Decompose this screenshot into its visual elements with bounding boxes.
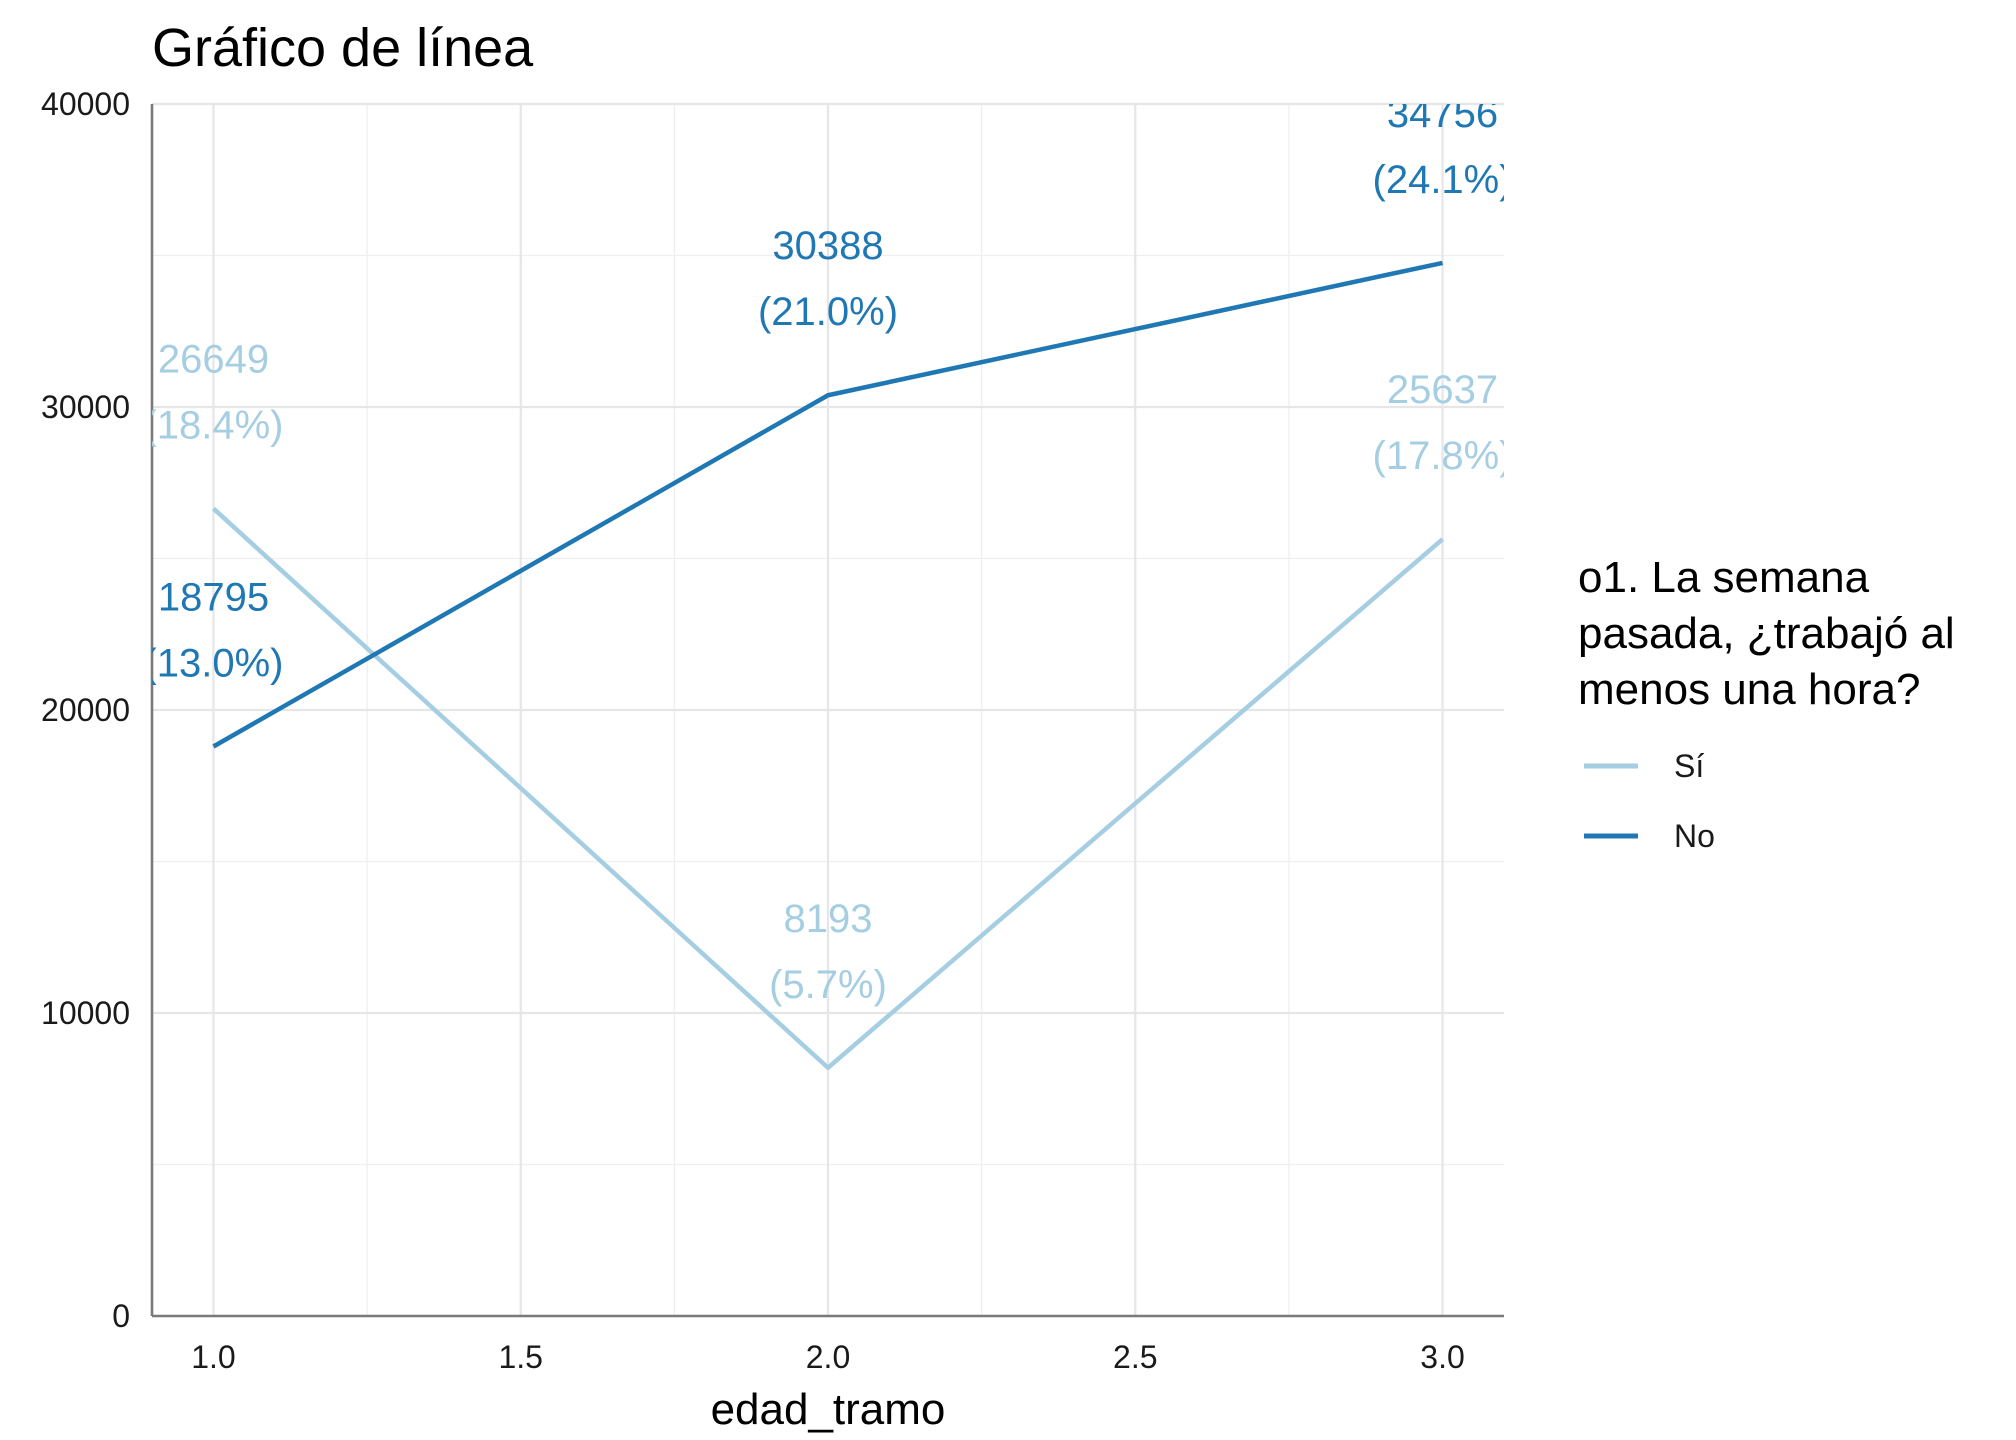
y-tick-label: 30000 <box>41 389 130 425</box>
data-label-percent: (18.4%) <box>143 404 283 448</box>
data-label-value: 8193 <box>784 897 873 941</box>
data-label-value: 25637 <box>1387 368 1498 412</box>
x-tick-label: 1.0 <box>191 1339 235 1375</box>
x-tick-label: 2.0 <box>806 1339 850 1375</box>
x-tick-label: 2.5 <box>1113 1339 1157 1375</box>
y-tick-label: 40000 <box>41 86 130 122</box>
series-line-si <box>211 506 1445 1071</box>
axes <box>150 104 1504 1318</box>
series-line-no <box>212 260 1444 749</box>
data-label-value: 26649 <box>158 338 269 382</box>
x-axis-title: edad_tramo <box>711 1385 946 1434</box>
series-lines <box>211 260 1445 1071</box>
y-tick-labels: 0 10000 20000 30000 40000 <box>41 86 130 1334</box>
data-label-percent: (17.8%) <box>1373 434 1513 478</box>
data-label-percent: (5.7%) <box>769 963 887 1007</box>
legend: o1. La semana pasada, ¿trabajó al menos … <box>1578 553 1955 854</box>
data-label-value: 30388 <box>772 224 883 268</box>
x-tick-label: 3.0 <box>1420 1339 1464 1375</box>
legend-label-no: No <box>1674 818 1715 854</box>
chart-title: Gráfico de línea <box>152 18 534 78</box>
legend-title-line-1: o1. La semana <box>1578 553 1870 602</box>
y-tick-label: 0 <box>112 1298 130 1334</box>
y-tick-label: 10000 <box>41 995 130 1031</box>
x-tick-label: 1.5 <box>498 1339 542 1375</box>
x-tick-labels: 1.0 1.5 2.0 2.5 3.0 <box>191 1339 1465 1375</box>
legend-title-line-2: pasada, ¿trabajó al <box>1578 609 1955 658</box>
legend-label-si: Sí <box>1674 748 1704 784</box>
data-label-percent: (24.1%) <box>1373 158 1513 202</box>
y-tick-label: 20000 <box>41 692 130 728</box>
data-label-percent: (13.0%) <box>143 642 283 686</box>
data-label-value: 34756 <box>1387 92 1498 136</box>
legend-title-line-3: menos una hora? <box>1578 665 1920 714</box>
data-labels: 26649 (18.4%) 8193 (5.7%) 25637 (17.8%) 18795 (… <box>143 92 1513 1007</box>
data-label-value: 18795 <box>158 576 269 620</box>
data-label-percent: (21.0%) <box>758 290 898 334</box>
grid <box>152 102 1504 1318</box>
